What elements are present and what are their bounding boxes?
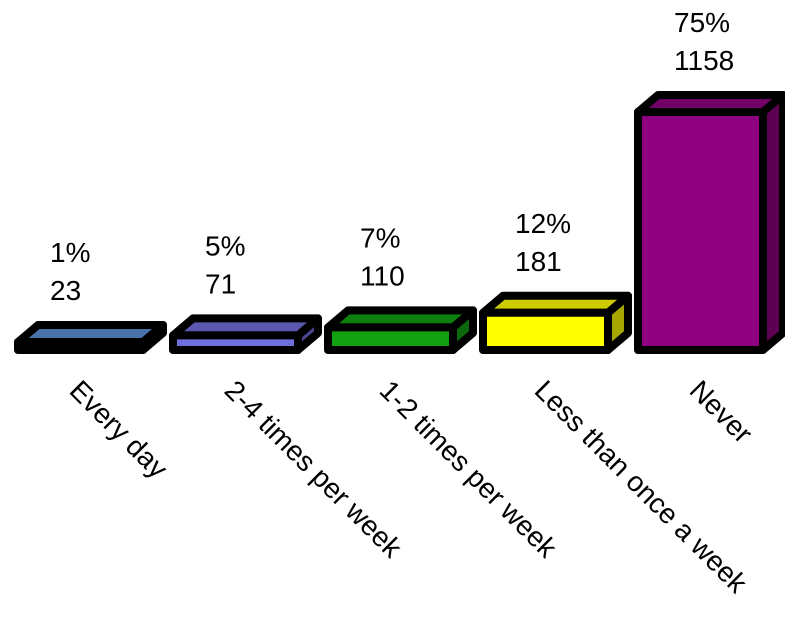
- bar: [169, 331, 302, 354]
- data-label-value: 71: [205, 268, 236, 299]
- data-label-value: 1158: [674, 45, 734, 76]
- data-label-percent: 75%: [674, 7, 730, 38]
- data-label-percent: 1%: [50, 237, 90, 268]
- data-label-value: 110: [360, 260, 405, 291]
- x-tick-label: Never: [684, 374, 759, 449]
- bar-group: [169, 314, 322, 354]
- data-label-value: 181: [515, 246, 562, 277]
- bar: [479, 308, 612, 354]
- bar-group: [14, 321, 167, 354]
- x-tick-label: Every day: [64, 374, 174, 484]
- data-label-percent: 7%: [360, 222, 400, 253]
- bar-group: [324, 306, 477, 355]
- data-label-percent: 12%: [515, 208, 571, 239]
- data-label-percent: 5%: [205, 230, 245, 261]
- bar: [324, 323, 457, 355]
- bar: [634, 108, 767, 354]
- bar: [14, 338, 147, 354]
- x-tick-label: 2-4 times per week: [219, 374, 409, 564]
- bar-group: [634, 91, 785, 354]
- data-label-value: 23: [50, 275, 81, 306]
- bar-group: [479, 291, 632, 354]
